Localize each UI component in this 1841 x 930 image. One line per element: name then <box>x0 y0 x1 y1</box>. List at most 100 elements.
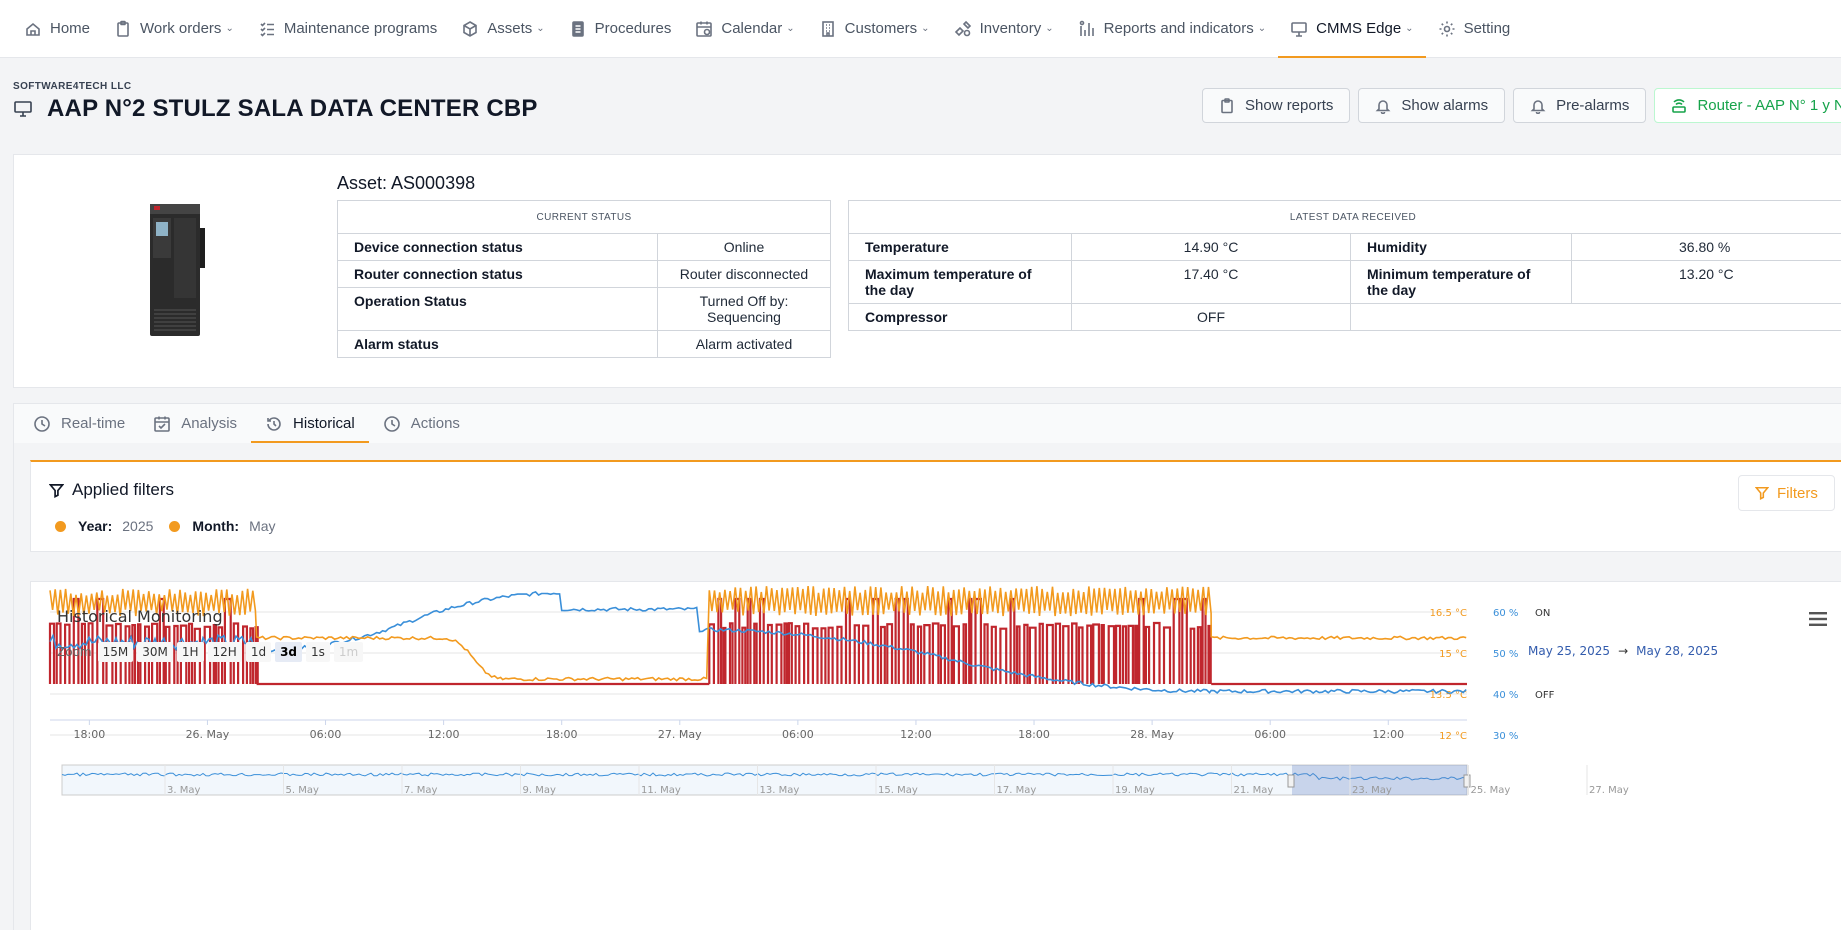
x-tick-label: 26. May <box>186 728 230 741</box>
chip-value: May <box>249 518 276 534</box>
nav-label: Inventory <box>979 20 1042 37</box>
x-tick-label: 06:00 <box>782 728 814 741</box>
nav-item-assets[interactable]: Assets ⌄ <box>449 0 556 58</box>
show-reports-label: Show reports <box>1245 97 1334 114</box>
status-value: Alarm activated <box>657 330 831 358</box>
calendar-icon <box>696 21 713 37</box>
data-value: 13.20 °C <box>1571 260 1841 304</box>
show-alarms-button[interactable]: Show alarms <box>1358 88 1506 123</box>
orange-dot <box>169 520 181 532</box>
router-button[interactable]: Router - AAP N° 1 y N° <box>1654 88 1841 123</box>
table-row: Maximum temperature of the day 17.40 °C … <box>848 260 1841 304</box>
range-from[interactable]: May 25, 2025 <box>1528 644 1611 658</box>
nav-item-calendar[interactable]: Calendar ⌄ <box>683 0 806 58</box>
x-tick-label: 18:00 <box>1018 728 1050 741</box>
zoom-button-3d[interactable]: 3d <box>275 642 303 662</box>
status-key: Device connection status <box>337 233 658 261</box>
chevron-down-icon: ⌄ <box>786 23 795 34</box>
data-key: Humidity <box>1350 233 1572 261</box>
nav-item-customers[interactable]: Customers ⌄ <box>807 0 942 58</box>
hamburger-menu-icon[interactable] <box>1809 612 1827 626</box>
zoom-button-1d[interactable]: 1d <box>245 642 272 662</box>
chevron-down-icon: ⌄ <box>1405 23 1414 34</box>
bell-icon <box>1530 99 1546 114</box>
status-value: Router disconnected <box>657 260 831 288</box>
latest-data-heading: LATEST DATA RECEIVED <box>848 200 1841 234</box>
zoom-button-30m[interactable]: 30M <box>137 642 173 662</box>
asset-card: Asset: AS000398 CURRENT STATUS Device co… <box>13 154 1841 388</box>
data-value: 14.90 °C <box>1071 233 1351 261</box>
tab-real-time[interactable]: Real-time <box>19 404 139 443</box>
monitor-icon <box>1291 21 1307 37</box>
navigator-tick-label: 9. May <box>523 785 556 796</box>
chevron-down-icon: ⌄ <box>1045 23 1054 34</box>
filter-chip-year: Year: 2025 <box>55 518 153 534</box>
nav-item-reports-and-indicators[interactable]: Reports and indicators ⌄ <box>1066 0 1278 58</box>
filter-chip-month: Month: May <box>169 518 276 534</box>
nav-item-maintenance-programs[interactable]: Maintenance programs <box>246 0 449 58</box>
asset-title: AAP N°2 STULZ SALA DATA CENTER CBP <box>47 95 538 122</box>
data-key: Temperature <box>848 233 1072 261</box>
status-key: Operation Status <box>337 287 658 331</box>
nav-item-cmms-edge[interactable]: CMMS Edge ⌄ <box>1278 0 1426 58</box>
tab-actions[interactable]: Actions <box>369 404 474 443</box>
zoom-button-1s[interactable]: 1s <box>306 642 330 662</box>
applied-filters-panel: Applied filters Year: 2025 Month: May Fi… <box>30 460 1841 552</box>
nav-label: Maintenance programs <box>283 20 438 37</box>
nav-label: Setting <box>1463 20 1511 37</box>
zoom-button-1h[interactable]: 1H <box>176 642 204 662</box>
x-tick-label: 27. May <box>658 728 702 741</box>
nav-label: CMMS Edge <box>1316 20 1402 37</box>
pre-alarms-label: Pre-alarms <box>1556 97 1630 114</box>
table-row: Alarm status Alarm activated <box>337 330 831 358</box>
x-tick-label: 12:00 <box>428 728 460 741</box>
navigator-tick-label: 25. May <box>1471 785 1511 796</box>
x-tick-label: 06:00 <box>310 728 342 741</box>
nav-item-work-orders[interactable]: Work orders ⌄ <box>102 0 246 58</box>
checklist-icon <box>260 21 274 37</box>
nav-label: Home <box>50 20 91 37</box>
date-range: May 25, 2025 → May 28, 2025 <box>1528 644 1718 658</box>
tab-analysis[interactable]: Analysis <box>139 404 251 443</box>
company-name: SOFTWARE4TECH LLC <box>13 81 132 92</box>
nav-label: Procedures <box>594 20 672 37</box>
table-row: Operation Status Turned Off by: Sequenci… <box>337 287 831 331</box>
nav-label: Customers <box>844 20 918 37</box>
zoom-button-1m: 1m <box>333 642 364 662</box>
navigator-tick-label: 27. May <box>1589 785 1629 796</box>
nav-item-inventory[interactable]: Inventory ⌄ <box>942 0 1066 58</box>
x-tick-label: 12:00 <box>900 728 932 741</box>
pre-alarms-button[interactable]: Pre-alarms <box>1513 88 1647 123</box>
router-icon <box>1672 98 1687 113</box>
filters-button[interactable]: Filters <box>1738 475 1835 511</box>
range-to[interactable]: May 28, 2025 <box>1636 644 1719 658</box>
show-reports-button[interactable]: Show reports <box>1202 88 1351 123</box>
status-value: Turned Off by: Sequencing <box>657 287 831 331</box>
clock-icon <box>34 415 50 432</box>
chevron-down-icon: ⌄ <box>921 23 930 34</box>
nav-item-home[interactable]: Home <box>14 0 102 58</box>
chevron-down-icon: ⌄ <box>1257 23 1267 34</box>
zoom-button-15m[interactable]: 15M <box>97 642 134 662</box>
calendar-check-icon <box>154 416 170 432</box>
navigator-tick-label: 15. May <box>878 785 918 796</box>
data-key: Minimum temperature of the day <box>1350 260 1572 304</box>
historical-chart[interactable]: 18:00 26. May 06:00 12:00 18:00 27. May 06:00 1… <box>31 582 1841 930</box>
nav-item-procedures[interactable]: Procedures <box>557 0 684 58</box>
y-tick-label-temperature: 15 °C <box>1439 649 1467 660</box>
filter-icon <box>1755 486 1769 500</box>
status-value: Online <box>657 233 831 261</box>
tools-icon <box>954 20 971 36</box>
nav-item-setting[interactable]: Setting <box>1426 0 1523 58</box>
navigator-tick-label: 11. May <box>641 785 681 796</box>
tab-historical[interactable]: Historical <box>251 404 369 443</box>
navigator-selection <box>1292 765 1467 795</box>
y-tick-label-temperature: 13.5 °C <box>1430 690 1467 701</box>
cube-icon <box>463 20 478 37</box>
orange-dot <box>55 520 66 532</box>
x-tick-label: 12:00 <box>1372 728 1404 741</box>
filter-icon <box>49 483 64 498</box>
y-tick-label-humidity: 60 % <box>1493 608 1518 619</box>
tab-label: Actions <box>410 415 460 432</box>
zoom-button-12h[interactable]: 12H <box>207 642 242 662</box>
